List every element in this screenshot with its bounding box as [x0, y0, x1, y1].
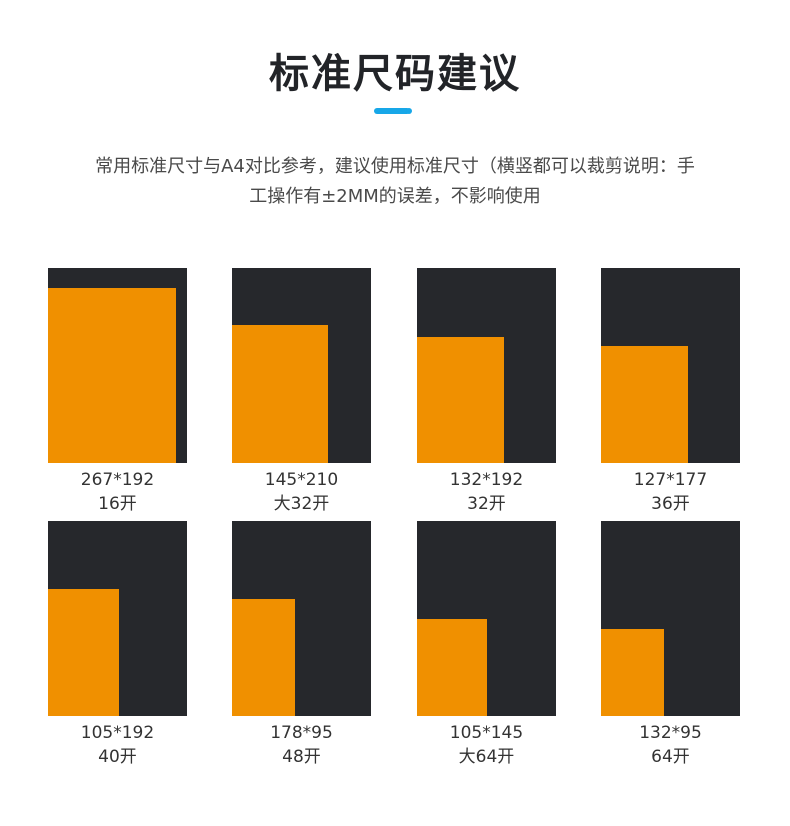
size-fill: [417, 337, 504, 463]
size-card-32: 132*192 32开: [417, 268, 556, 516]
size-name: 36开: [651, 494, 690, 514]
size-card-64: 132*95 64开: [601, 521, 740, 769]
size-name: 大64开: [458, 747, 515, 767]
size-dimensions: 132*192: [449, 470, 524, 490]
size-name: 48开: [282, 747, 321, 767]
size-name: 40开: [98, 747, 137, 767]
size-dimensions: 178*95: [270, 723, 333, 743]
size-card-16: 267*192 16开: [48, 268, 187, 516]
size-fill: [417, 619, 487, 716]
a4-frame: [601, 268, 740, 463]
a4-frame: [417, 268, 556, 463]
size-card-large-64: 105*145 大64开: [417, 521, 556, 769]
size-fill: [601, 629, 664, 716]
a4-frame: [232, 268, 371, 463]
size-card-36: 127*177 36开: [601, 268, 740, 516]
size-fill: [232, 325, 328, 463]
description-line-2: 工操作有±2MM的误差，不影响使用: [249, 186, 541, 207]
size-name: 大32开: [273, 494, 330, 514]
size-dimensions: 145*210: [264, 470, 339, 490]
size-card-40: 105*192 40开: [48, 521, 187, 769]
size-name: 32开: [467, 494, 506, 514]
size-card-large-32: 145*210 大32开: [232, 268, 371, 516]
size-dimensions: 132*95: [639, 723, 702, 743]
size-card-48: 178*95 48开: [232, 521, 371, 769]
a4-frame: [232, 521, 371, 716]
a4-frame: [48, 521, 187, 716]
size-fill: [48, 288, 176, 463]
size-name: 64开: [651, 747, 690, 767]
description: 常用标准尺寸与A4对比参考，建议使用标准尺寸（横竖都可以裁剪说明：手 工操作有±…: [40, 152, 750, 212]
size-dimensions: 267*192: [80, 470, 155, 490]
description-line-1: 常用标准尺寸与A4对比参考，建议使用标准尺寸（横竖都可以裁剪说明：手: [95, 156, 695, 177]
size-name: 16开: [98, 494, 137, 514]
page-title: 标准尺码建议: [269, 51, 521, 97]
a4-frame: [417, 521, 556, 716]
size-dimensions: 105*192: [80, 723, 155, 743]
a4-frame: [48, 268, 187, 463]
a4-frame: [601, 521, 740, 716]
title-underline: [374, 108, 410, 114]
size-fill: [232, 599, 295, 716]
title-underline-dot: [406, 108, 412, 114]
size-fill: [48, 589, 119, 716]
size-dimensions: 127*177: [633, 470, 708, 490]
size-fill: [601, 346, 688, 463]
size-dimensions: 105*145: [449, 723, 524, 743]
